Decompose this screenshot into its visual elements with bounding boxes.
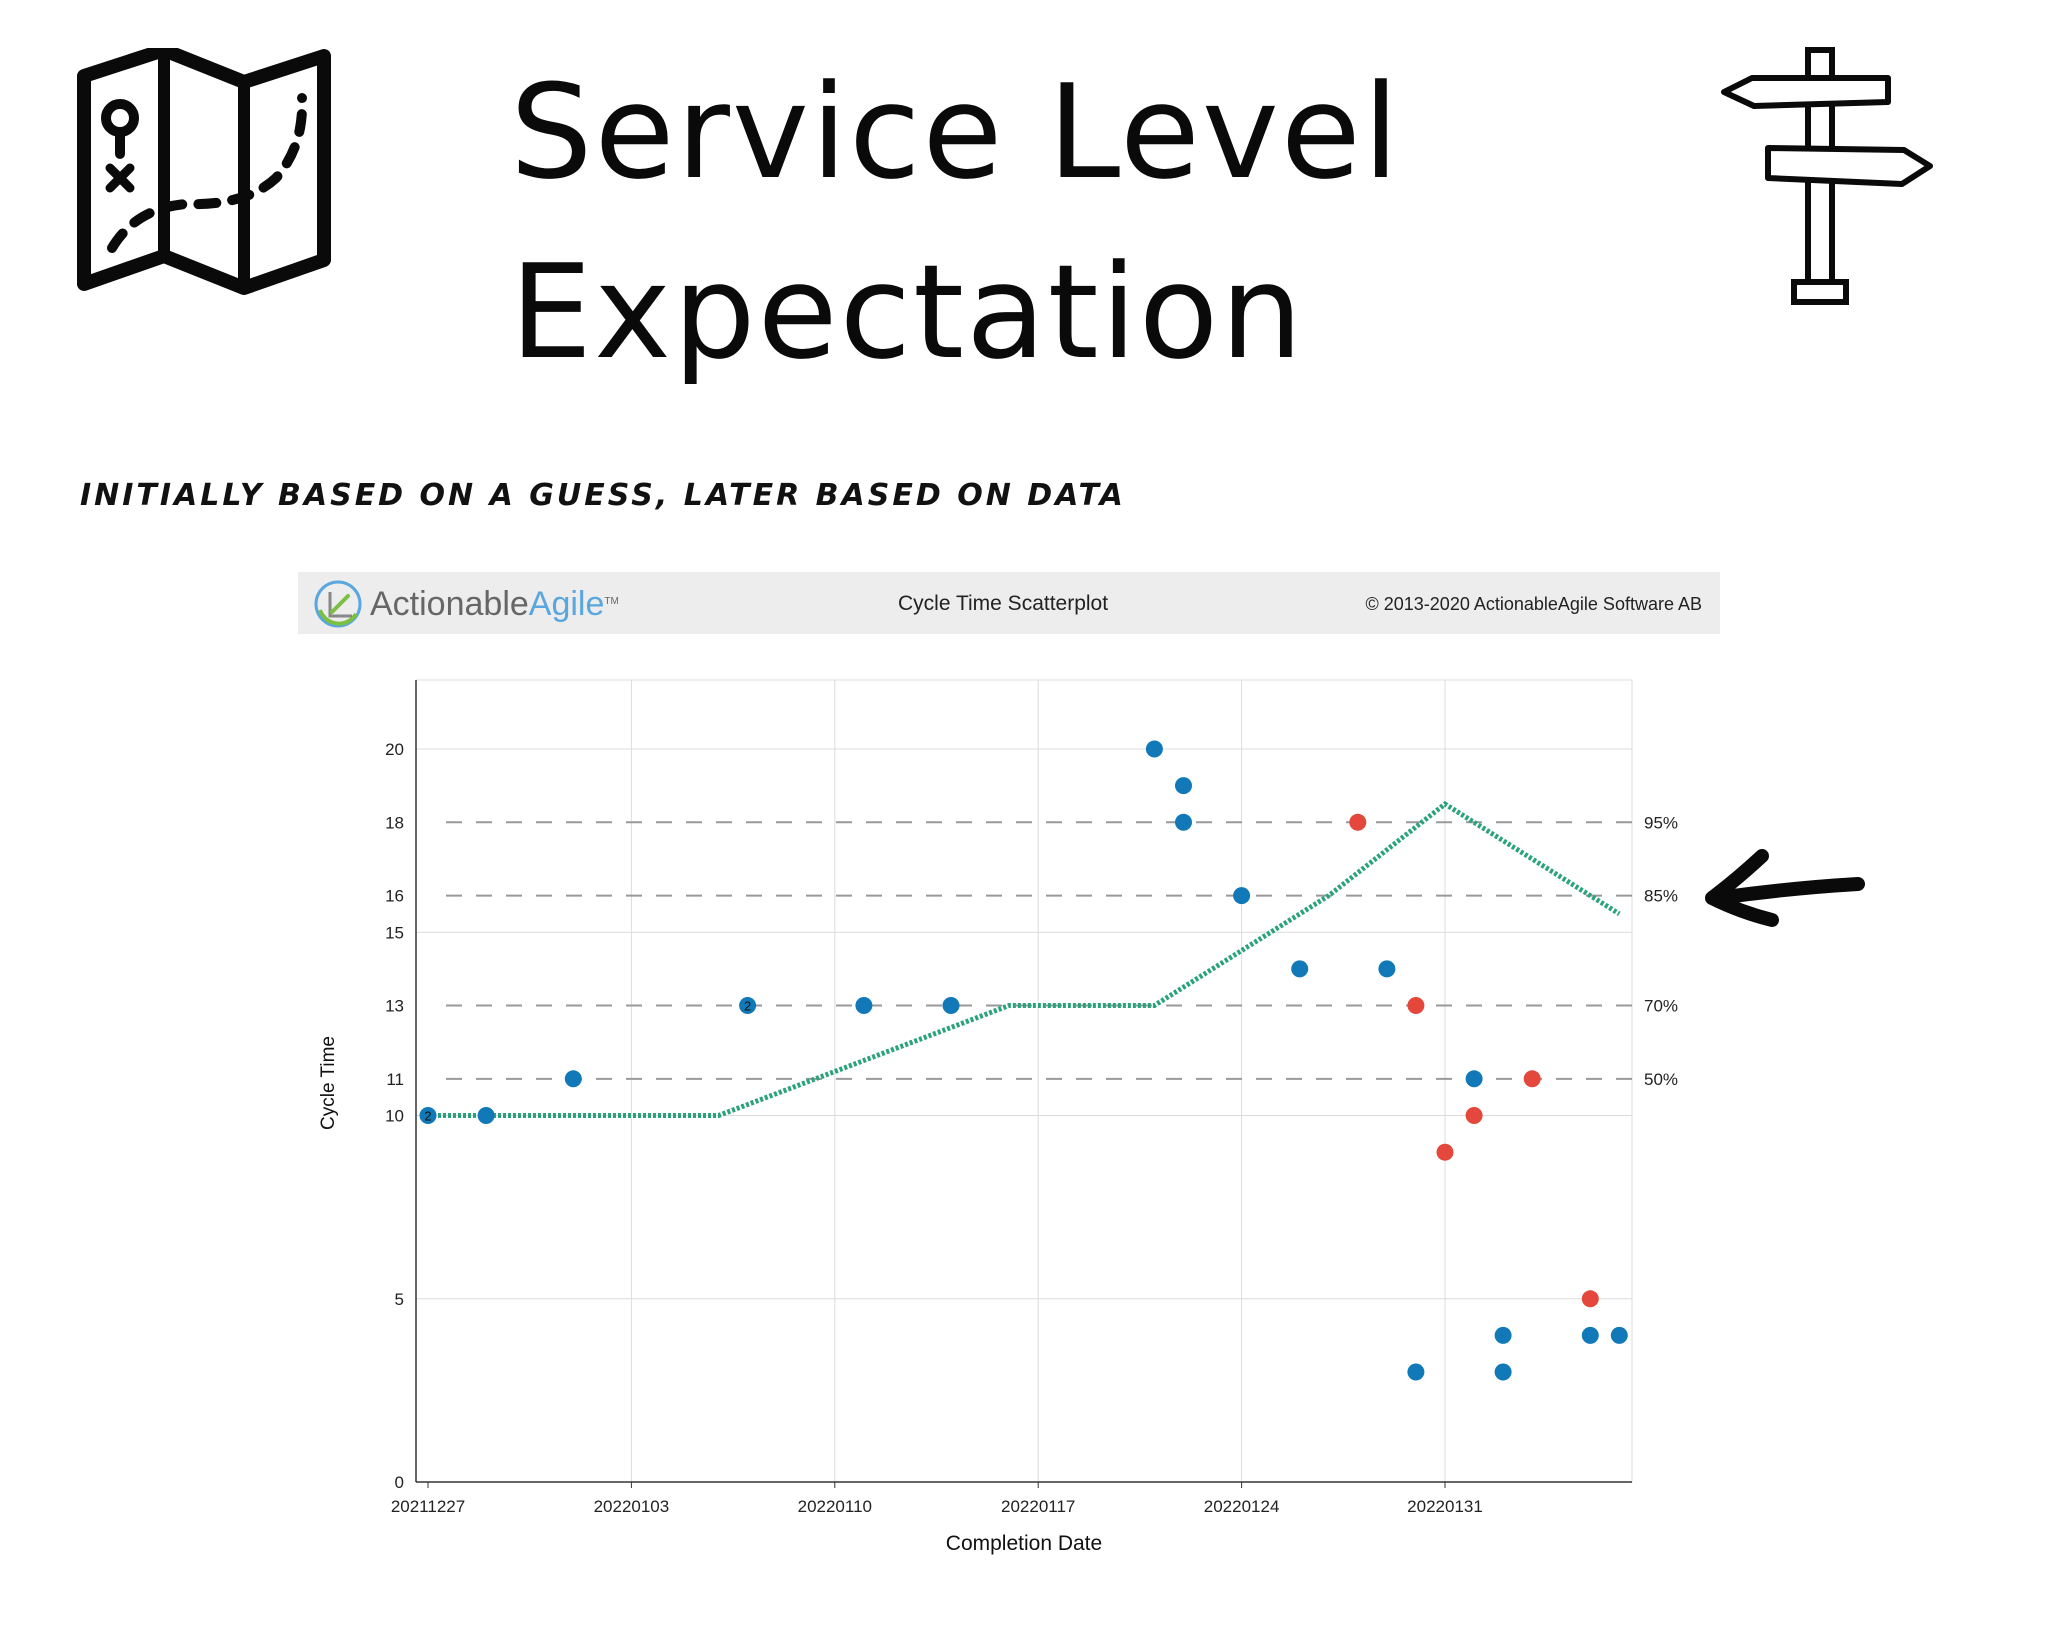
data-point-exceeded xyxy=(1436,1143,1454,1161)
x-axis-title: Completion Date xyxy=(946,1532,1102,1555)
brand-part-1: Actionable xyxy=(370,585,529,623)
x-tick-label: 20211227 xyxy=(391,1497,465,1516)
data-point xyxy=(1494,1363,1512,1381)
data-point xyxy=(1465,1070,1483,1088)
banner-copyright: © 2013-2020 ActionableAgile Software AB xyxy=(1365,594,1703,614)
subtitle: Initially based on a guess, later based … xyxy=(80,478,1126,513)
y-tick-label: 5 xyxy=(395,1290,404,1309)
data-point xyxy=(1610,1326,1628,1344)
trademark: TM xyxy=(604,596,619,607)
brand-name: ActionableAgileTM xyxy=(370,584,619,624)
data-point xyxy=(1581,1326,1599,1344)
percentile-label: 50% xyxy=(1644,1070,1678,1089)
percentile-label: 95% xyxy=(1644,813,1678,832)
actionableagile-logo-icon xyxy=(314,580,362,628)
data-point xyxy=(855,997,873,1014)
data-point-exceeded xyxy=(1465,1107,1483,1124)
y-tick-label: 20 xyxy=(385,740,404,759)
point-layer: 22 xyxy=(419,740,1628,1381)
plot-frame xyxy=(415,679,1633,1483)
x-tick-label: 20220110 xyxy=(798,1497,872,1516)
data-point xyxy=(942,997,960,1014)
y-tick-label: 0 xyxy=(395,1473,404,1492)
data-point xyxy=(1378,960,1396,978)
data-point xyxy=(564,1070,582,1088)
x-tick-label: 20220117 xyxy=(1001,1497,1075,1516)
data-point xyxy=(477,1107,495,1124)
trend-line xyxy=(428,800,1621,1118)
title-line-2: Expectation xyxy=(510,236,1305,388)
x-tick-label: 20220103 xyxy=(594,1497,670,1516)
trend-layer xyxy=(428,800,1621,1118)
data-point xyxy=(1175,777,1192,795)
arrow-left-icon xyxy=(1705,849,1865,927)
axis-layer xyxy=(415,680,1632,1488)
percentile-label: 85% xyxy=(1644,887,1678,906)
y-axis-title: Cycle Time xyxy=(318,1036,339,1130)
point-count-label: 2 xyxy=(744,999,751,1014)
y-tick-label: 13 xyxy=(385,997,404,1016)
x-tick-label: 20220124 xyxy=(1204,1497,1280,1516)
percentile-label: 70% xyxy=(1644,997,1678,1016)
data-point xyxy=(1175,813,1192,831)
percentile-layer xyxy=(446,821,1632,1080)
title-line-1: Service Level xyxy=(510,56,1401,208)
map-icon xyxy=(77,48,331,295)
data-point xyxy=(419,1107,437,1124)
grid-layer xyxy=(415,679,1633,1483)
data-point xyxy=(739,997,757,1014)
banner-chart-title: Cycle Time Scatterplot xyxy=(898,592,1109,615)
y-tick-label: 11 xyxy=(386,1070,404,1089)
data-point-exceeded xyxy=(1581,1290,1599,1308)
data-point-exceeded xyxy=(1407,997,1425,1014)
data-point-exceeded xyxy=(1349,813,1367,831)
label-layer: 20211227 20220103 20220110 20220117 20220124… xyxy=(318,740,1678,1555)
data-point xyxy=(1494,1326,1512,1344)
brand-part-2: Agile xyxy=(528,585,605,623)
data-point xyxy=(1233,887,1251,905)
data-point xyxy=(1145,740,1163,758)
y-tick-label: 16 xyxy=(385,887,404,906)
y-tick-label: 15 xyxy=(385,923,404,942)
data-point xyxy=(1291,960,1309,978)
page-title: Service Level Expectation xyxy=(510,42,1410,402)
data-point xyxy=(1407,1363,1425,1381)
data-point-exceeded xyxy=(1523,1070,1541,1088)
y-tick-label: 10 xyxy=(385,1107,404,1126)
y-tick-label: 18 xyxy=(385,813,404,832)
chart-banner: ActionableAgileTM Cycle Time Scatterplot… xyxy=(298,572,1720,634)
signpost-icon xyxy=(1721,47,1933,305)
x-tick-label: 20220131 xyxy=(1407,1497,1483,1516)
point-count-label: 2 xyxy=(424,1109,431,1124)
